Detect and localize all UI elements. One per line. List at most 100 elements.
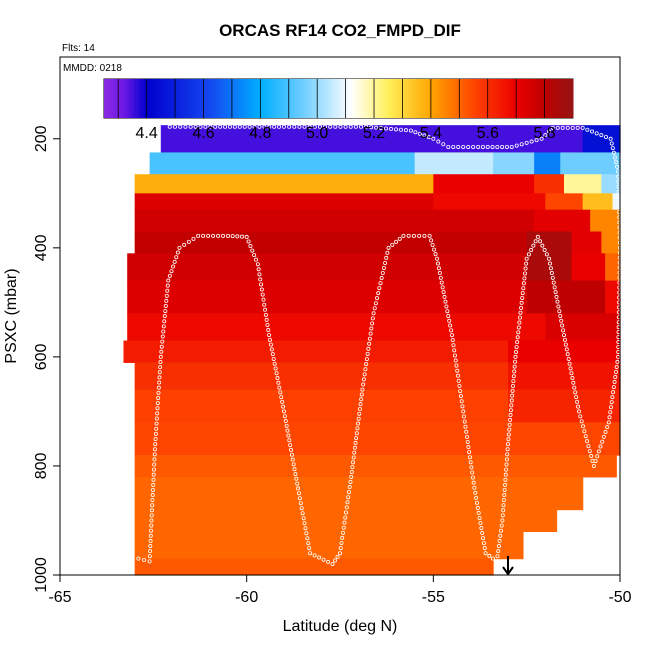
- colorbar-swatch-62: [311, 79, 316, 118]
- track-point-125: [291, 462, 296, 467]
- track-point-212: [386, 245, 391, 250]
- track-point-234: [442, 294, 447, 299]
- colorbar-swatch-107: [462, 79, 467, 118]
- colorbar-swatch-104: [452, 79, 457, 118]
- track-point-506: [426, 135, 431, 140]
- track-point-326: [512, 369, 517, 374]
- track-point-222: [429, 238, 434, 243]
- track-point-224: [432, 247, 437, 252]
- track-point-262: [464, 434, 469, 439]
- track-point-478: [560, 125, 565, 130]
- track-point-409: [603, 430, 608, 435]
- track-point-329: [513, 354, 518, 359]
- colorbar-swatch-64: [318, 79, 323, 118]
- track-point-404: [595, 454, 600, 459]
- colorbar-swatch-105: [455, 79, 460, 118]
- colorbar-swatch-12: [144, 79, 149, 118]
- colorbar-swatch-25: [187, 79, 192, 118]
- track-point-76: [235, 234, 240, 239]
- colorbar-swatch-91: [408, 79, 413, 118]
- track-point-109: [277, 385, 282, 390]
- track-point-29: [154, 421, 159, 426]
- colorbar-swatch-113: [482, 79, 487, 118]
- track-point-201: [373, 301, 378, 306]
- track-point-58: [167, 273, 172, 278]
- track-point-50: [162, 314, 167, 319]
- colorbar-swatch-2: [110, 79, 115, 118]
- y-tick-label-4: 1000: [33, 557, 50, 593]
- track-point-250: [455, 373, 460, 378]
- colorbar-swatch-99: [435, 79, 440, 118]
- colorbar-swatch-47: [261, 79, 266, 118]
- track-point-2: [147, 559, 152, 564]
- x-tick-label-0: -65: [48, 589, 71, 606]
- track-point-130: [296, 486, 301, 491]
- track-point-509: [413, 130, 418, 135]
- track-point-312: [506, 437, 511, 442]
- track-point-67: [191, 236, 196, 241]
- track-point-501: [451, 144, 456, 149]
- track-point-81: [250, 248, 255, 253]
- track-point-54: [164, 293, 169, 298]
- track-point-192: [366, 346, 371, 351]
- colorbar-swatch-13: [147, 79, 152, 118]
- heatmap-cell-6-3: [605, 253, 621, 282]
- track-point-18: [151, 477, 156, 482]
- track-point-314: [507, 427, 512, 432]
- track-point-189: [364, 362, 369, 367]
- track-point-177: [356, 421, 361, 426]
- track-point-64: [177, 245, 182, 250]
- colorbar-swatch-134: [552, 79, 557, 118]
- heatmap-cell-5-1: [526, 231, 573, 254]
- colorbar-swatch-37: [227, 79, 232, 118]
- colorbar-swatch-52: [278, 79, 283, 118]
- colorbar-swatch-118: [499, 79, 504, 118]
- track-point-221: [427, 233, 432, 238]
- colorbar-swatch-23: [181, 79, 185, 118]
- track-point-454: [617, 205, 622, 210]
- heatmap-cell-1-2: [493, 152, 535, 175]
- colorbar-swatch-14: [150, 79, 155, 118]
- colorbar-swatch-10: [137, 79, 142, 118]
- track-point-180: [357, 406, 362, 411]
- track-point-358: [544, 252, 549, 257]
- plot-frame: [59, 56, 621, 576]
- track-point-397: [585, 439, 590, 444]
- track-point-160: [344, 505, 349, 510]
- track-point-300: [501, 498, 506, 503]
- track-point-65: [182, 242, 187, 247]
- track-point-41: [158, 360, 163, 365]
- heatmap-cell-9-0: [123, 340, 509, 363]
- track-point-279: [478, 520, 483, 525]
- track-point-546: [227, 124, 232, 129]
- track-point-309: [505, 452, 510, 457]
- track-point-31: [155, 411, 160, 416]
- track-point-134: [299, 506, 304, 511]
- colorbar-swatch-85: [388, 79, 393, 118]
- track-point-206: [379, 276, 384, 281]
- track-point-170: [351, 455, 356, 460]
- track-point-155: [340, 530, 345, 535]
- colorbar-tick-label-3: 5.0: [306, 125, 328, 142]
- track-point-36: [156, 385, 161, 390]
- track-point-408: [601, 434, 606, 439]
- track-point-538: [267, 124, 272, 129]
- track-point-347: [523, 266, 528, 271]
- track-point-11: [149, 513, 154, 518]
- track-point-289: [495, 554, 500, 559]
- track-point-243: [450, 338, 455, 343]
- track-point-523: [343, 124, 348, 129]
- track-point-451: [617, 220, 622, 225]
- track-point-16: [150, 487, 155, 492]
- track-point-136: [301, 516, 306, 521]
- track-point-318: [508, 408, 513, 413]
- track-point-231: [439, 280, 444, 285]
- heatmap-cell-7-2: [605, 280, 621, 314]
- track-point-23: [152, 452, 157, 457]
- track-point-35: [156, 390, 161, 395]
- track-point-486: [524, 140, 529, 145]
- flights-label: Flts: 14: [62, 43, 95, 54]
- track-point-307: [504, 462, 509, 467]
- track-point-24: [152, 447, 157, 452]
- track-point-47: [161, 329, 166, 334]
